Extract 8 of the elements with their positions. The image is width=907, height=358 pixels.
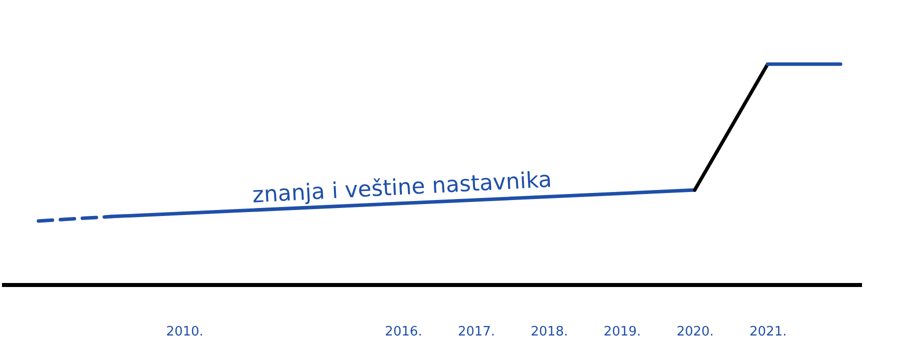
series-label: znanja i veštine nastavnika — [252, 168, 552, 208]
x-tick-label: 2020. — [676, 324, 714, 340]
x-tick-label: 2021. — [750, 324, 787, 340]
x-tick-label: 2018. — [530, 324, 568, 340]
x-tick-label: 2016. — [384, 324, 422, 340]
x-tick-label: 2019. — [604, 324, 641, 340]
x-tick-label: 2010. — [166, 324, 204, 340]
x-tick-label: 2017. — [458, 324, 496, 340]
